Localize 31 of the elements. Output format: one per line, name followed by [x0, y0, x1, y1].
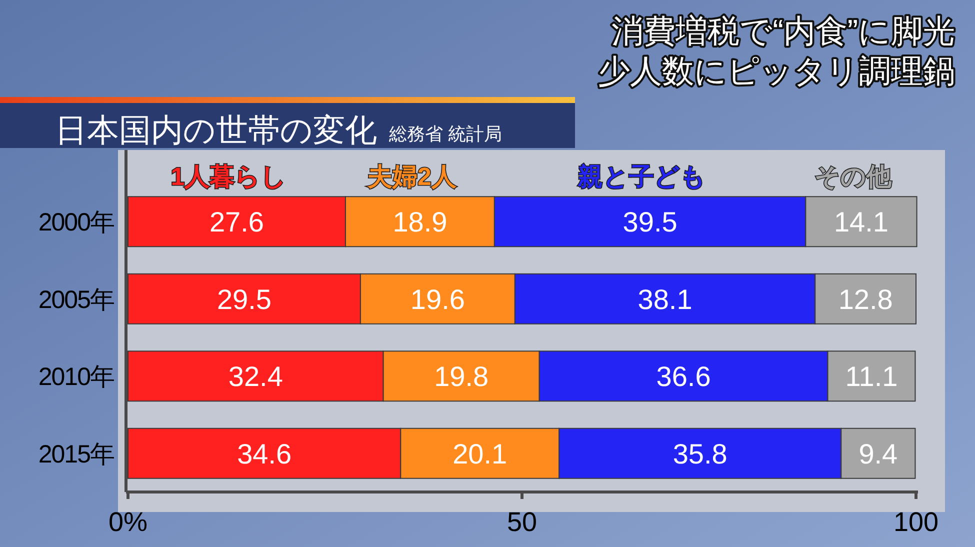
data-label: 39.5 — [622, 206, 678, 238]
data-label: 12.8 — [838, 284, 893, 315]
data-label: 9.4 — [858, 438, 898, 470]
category-label: 2000年 — [38, 208, 114, 237]
title: 日本国内の世帯の変化 — [55, 112, 377, 148]
data-label: 34.6 — [237, 438, 292, 470]
data-label: 19.6 — [410, 284, 465, 315]
annotation-source: 総務省 統計局 — [389, 124, 502, 144]
category-label: 2010年 — [38, 363, 114, 392]
data-label: 14.1 — [834, 206, 888, 238]
data-label: 32.4 — [228, 361, 283, 392]
legend-label: 1人暮らし — [170, 163, 287, 191]
category-label: 2015年 — [38, 440, 114, 468]
tick-label: 50 — [506, 507, 538, 537]
data-label: 38.1 — [638, 284, 692, 315]
data-label: 29.5 — [216, 284, 272, 315]
legend-label: 親と子ども — [578, 163, 706, 191]
data-label: 36.6 — [656, 361, 711, 392]
category-label: 2005年 — [38, 286, 114, 314]
data-label: 11.1 — [845, 361, 898, 392]
data-label: 19.8 — [434, 361, 489, 392]
data-label: 35.8 — [672, 438, 728, 470]
annotation-headline: 消費増税で“内食”に脚光 — [612, 13, 955, 49]
tick-label: 100 — [893, 507, 939, 537]
legend-label: 夫婦2人 — [368, 163, 456, 191]
data-label: 27.6 — [210, 206, 264, 238]
data-label: 18.9 — [392, 206, 448, 238]
data-label: 20.1 — [452, 438, 508, 470]
annotation-headline: 少人数にピッタリ調理鍋 — [598, 53, 955, 89]
legend-label: その他 — [814, 163, 892, 191]
tick-label: 0% — [108, 507, 148, 537]
